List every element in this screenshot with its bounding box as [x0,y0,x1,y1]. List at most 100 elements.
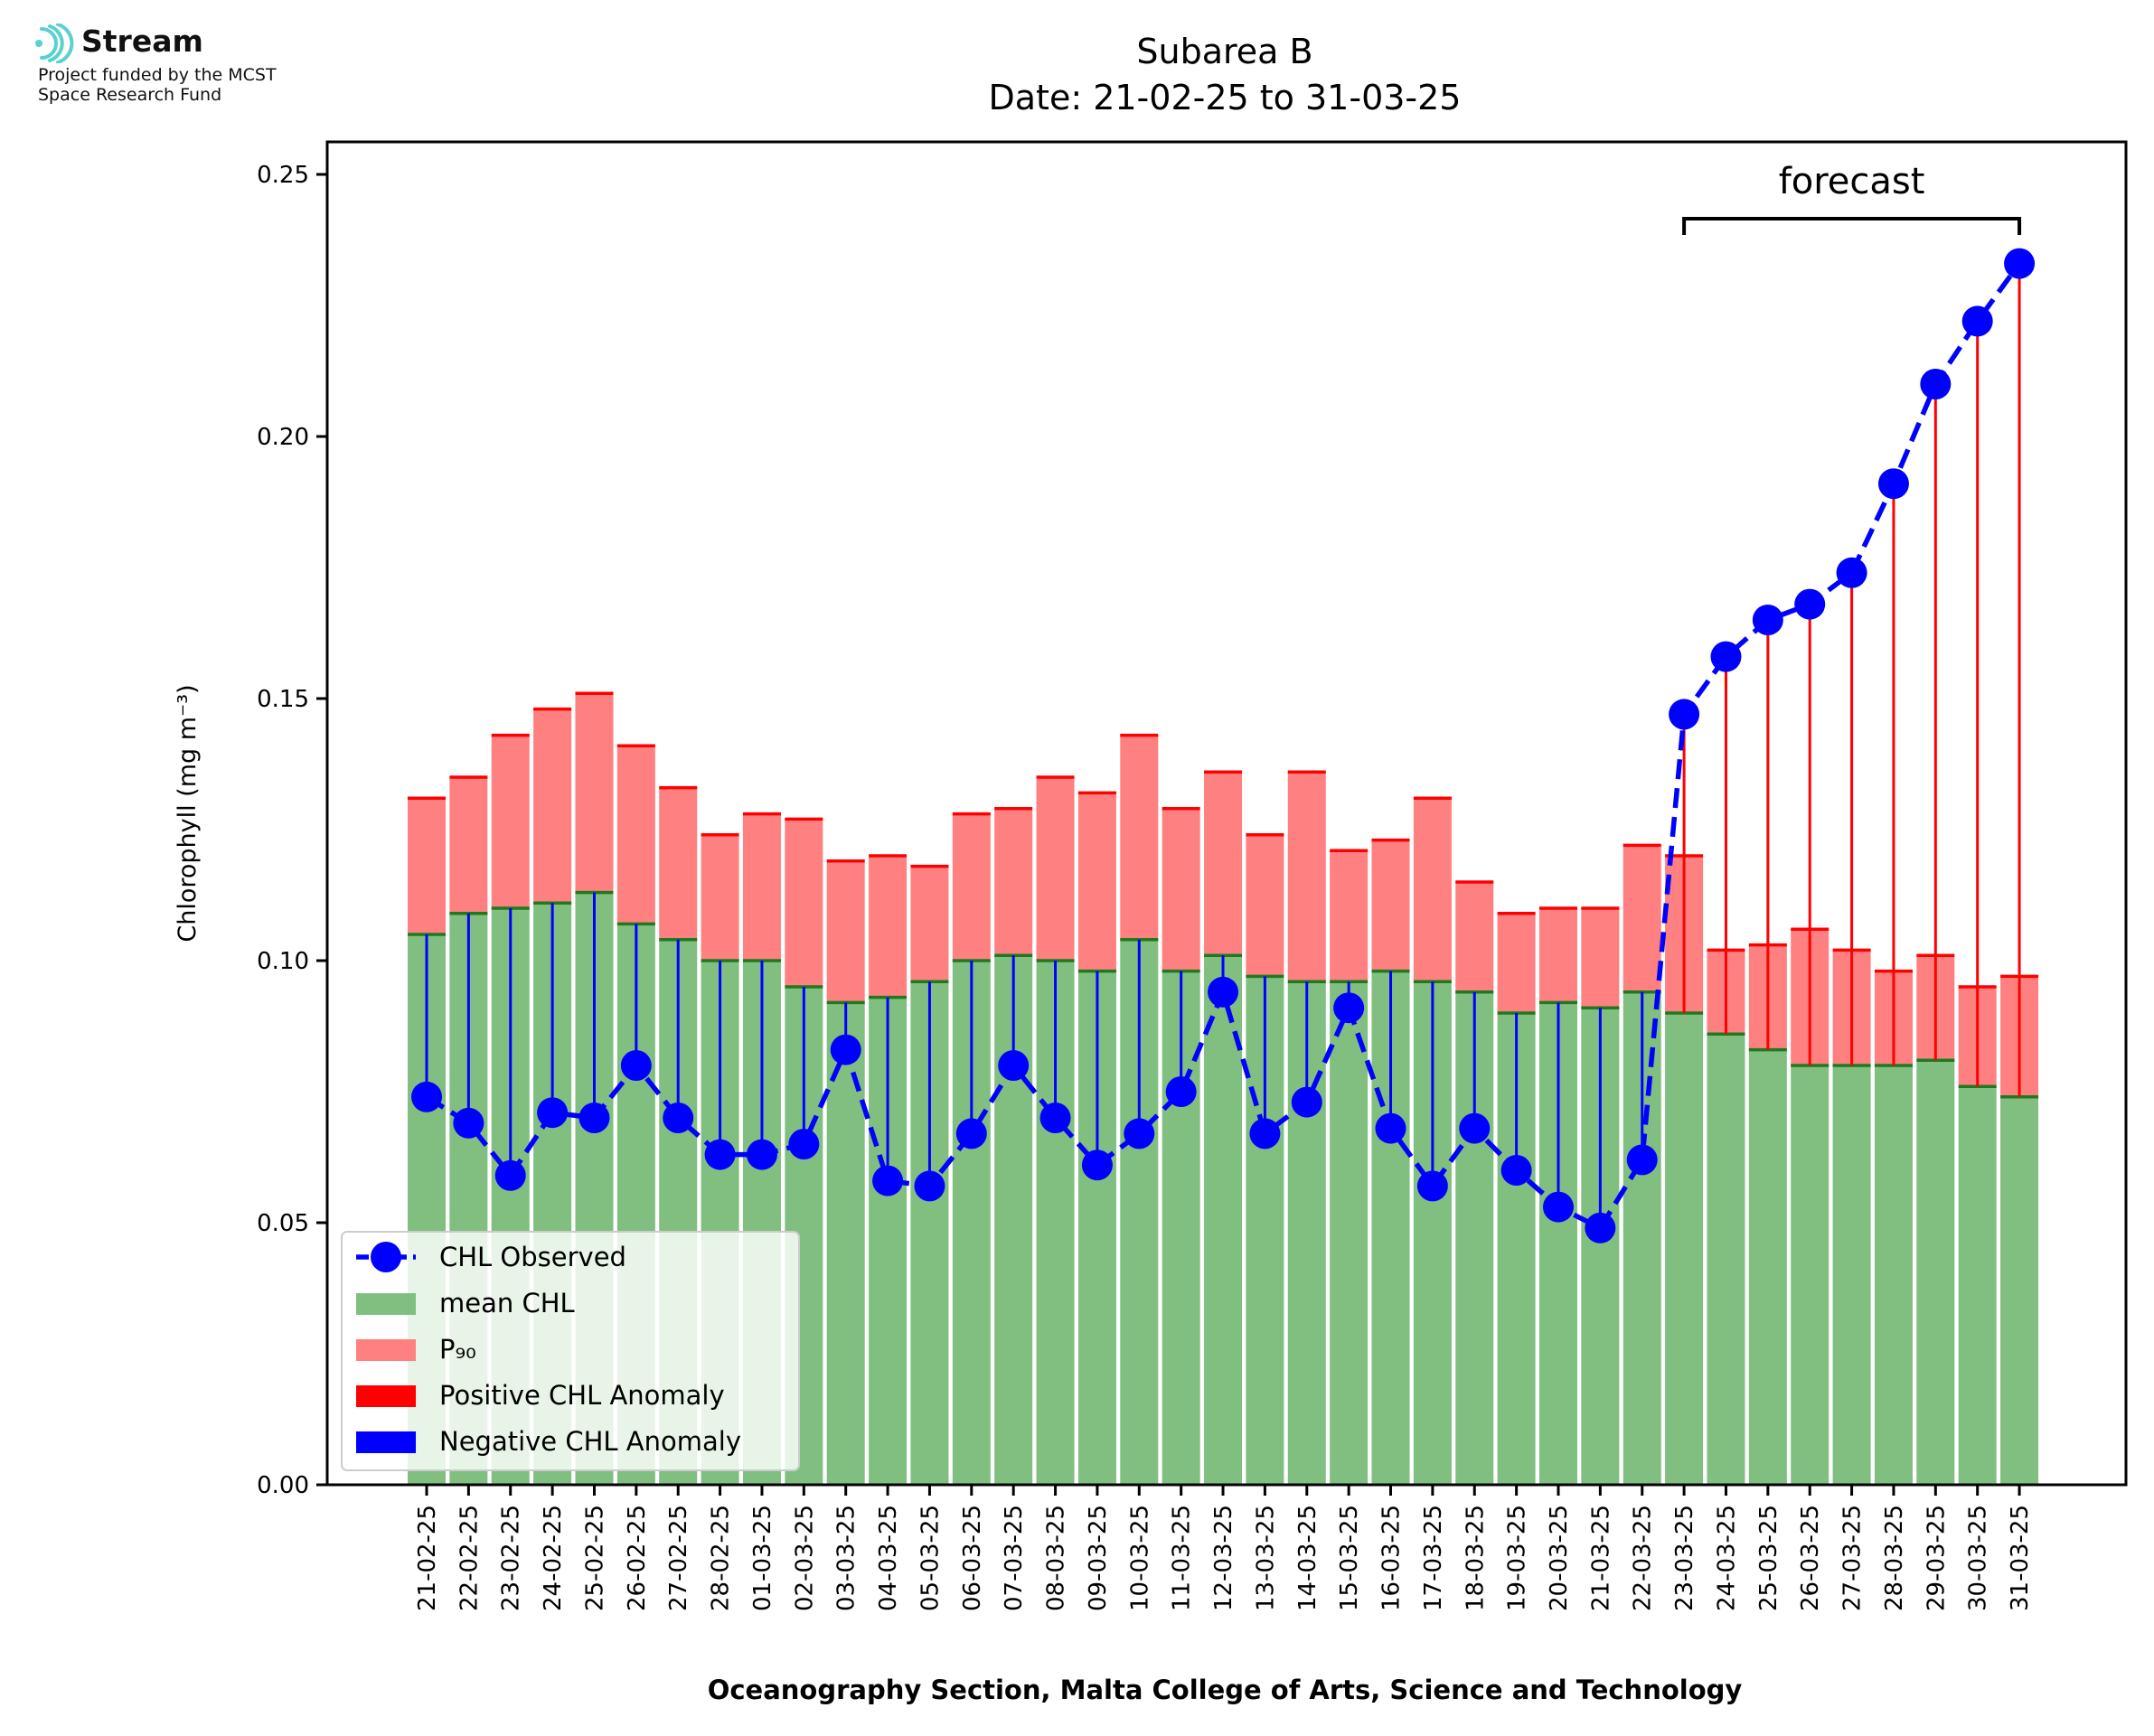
observed-point [914,1170,945,1202]
p90-bar [1287,772,1326,982]
p90-bar [1538,908,1577,1003]
x-tick-label: 23-03-25 [1671,1505,1698,1611]
x-tick-label: 24-02-25 [540,1505,567,1611]
x-tick-label: 22-03-25 [1630,1505,1657,1611]
p90-bar [910,866,949,982]
legend-label: CHL Observed [439,1242,626,1272]
observed-point [1459,1112,1491,1144]
mean-bar [1832,1065,1871,1485]
y-tick-label: 0.00 [257,1472,309,1499]
legend-swatch [356,1293,416,1315]
observed-point [704,1139,736,1170]
mean-bar [1791,1065,1829,1485]
logo-title: Stream [81,23,203,59]
y-tick-label: 0.25 [257,162,309,189]
observed-point [1291,1086,1322,1118]
p90-bar [1455,882,1494,992]
observed-point [537,1097,569,1129]
x-tick-label: 16-03-25 [1378,1505,1406,1611]
x-tick-label: 25-02-25 [581,1505,608,1611]
legend-swatch [356,1431,416,1453]
x-tick-label: 28-02-25 [708,1505,735,1611]
p90-bar [952,813,991,961]
p90-bar [1162,808,1200,971]
x-tick-label: 05-03-25 [917,1505,944,1611]
p90-bar [1371,840,1410,971]
logo-funding-line-2: Space Research Fund [38,85,222,105]
p90-bar [1413,798,1452,982]
p90-bar [408,798,446,934]
observed-point [1416,1170,1448,1202]
x-axis: 21-02-25 22-02-25 23-02-25 24-02-25 25-02-25… [414,1485,2034,1611]
observed-point [453,1107,484,1139]
x-tick-label: 29-03-25 [1923,1505,1950,1611]
observed-point [1920,369,1952,399]
p90-bar [994,808,1033,956]
observed-point [1249,1118,1281,1150]
mean-bar [1204,955,1243,1485]
legend-label: P₉₀ [439,1334,476,1365]
x-tick-label: 22-02-25 [456,1505,483,1611]
forecast-annotation: forecast [1682,161,2022,235]
legend: CHL Observed mean CHL P₉₀ Positive CHL Anom… [341,1231,800,1471]
observed-point [1500,1155,1532,1186]
observed-point [1877,468,1909,500]
observed-point [1626,1144,1658,1176]
stream-wave-icon [35,23,74,63]
observed-point [955,1118,987,1150]
p90-bar [826,860,865,1003]
observed-point [1333,992,1365,1024]
forecast-label: forecast [1779,161,1925,202]
legend-swatch [356,1385,416,1407]
y-axis: 0.00 0.05 0.10 0.15 0.20 0.25 [257,162,327,1499]
x-tick-label: 11-03-25 [1169,1505,1196,1611]
x-tick-label: 21-02-25 [414,1505,441,1611]
observed-point [1710,641,1742,672]
legend-box [341,1231,800,1471]
observed-point [1039,1103,1071,1133]
observed-point [1081,1150,1113,1181]
p90-bar [742,813,781,961]
p90-bar [449,777,488,914]
observed-series-layer [411,248,2036,1243]
x-tick-label: 21-03-25 [1587,1505,1614,1611]
observed-point [1961,305,1993,337]
x-tick-label: 02-03-25 [791,1505,818,1611]
logo-funding-line-1: Project funded by the MCST [38,65,277,85]
x-tick-label: 08-03-25 [1043,1505,1070,1611]
x-tick-label: 25-03-25 [1755,1505,1782,1611]
observed-point [872,1165,904,1196]
x-tick-label: 03-03-25 [833,1505,861,1611]
p90-bar [1623,845,1661,992]
mean-bar [1707,1034,1745,1485]
observed-point [746,1139,777,1170]
x-tick-label: 27-02-25 [665,1505,692,1611]
x-tick-label: 06-03-25 [959,1505,986,1611]
legend-marker-observed [371,1242,401,1272]
x-tick-label: 27-03-25 [1839,1505,1867,1611]
observed-point [1208,976,1239,1008]
x-tick-label: 31-03-25 [2007,1505,2034,1611]
p90-bar [491,735,530,908]
p90-bar [575,693,614,893]
mean-bar [1958,1086,1997,1485]
x-tick-label: 19-03-25 [1504,1505,1531,1611]
x-tick-label: 10-03-25 [1126,1505,1153,1611]
x-axis-label: Oceanography Section, Malta College of A… [708,1675,1743,1705]
observed-point [998,1050,1030,1081]
observed-point [1375,1112,1406,1144]
x-tick-label: 09-03-25 [1085,1505,1112,1611]
mean-bar [1916,1060,1955,1485]
x-tick-label: 13-03-25 [1252,1505,1279,1611]
y-tick-label: 0.05 [257,1210,309,1237]
mean-bar [1330,981,1369,1485]
p90-bar [533,708,572,904]
observed-point [788,1129,820,1159]
x-tick-label: 28-03-25 [1881,1505,1908,1611]
legend-label: Negative CHL Anomaly [439,1426,741,1457]
forecast-bracket [1682,217,2022,235]
y-tick-label: 0.20 [257,424,309,451]
mean-bar [1748,1049,1787,1485]
observed-point [411,1081,442,1112]
